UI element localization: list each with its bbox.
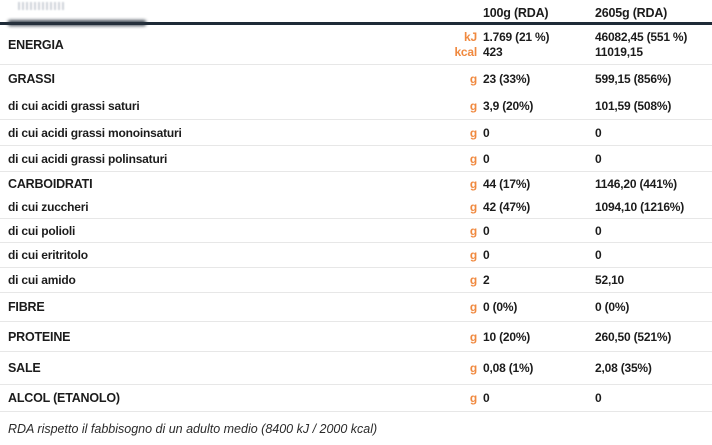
unit-label: g (469, 329, 477, 344)
nutrient-label: GRASSI (8, 71, 55, 86)
value-2605g: 0 (0%) (595, 300, 630, 314)
unit-label: g (469, 200, 477, 214)
value-2605g-kcal: 11019,15 (595, 44, 643, 59)
value-2605g: 0 (595, 223, 602, 238)
value-2605g: 52,10 (595, 273, 625, 287)
nutrient-label: di cui eritritolo (8, 248, 88, 262)
header-rule (0, 20, 712, 26)
table-row: di cui zuccheri g 42 (47%) 1094,10 (1216… (0, 196, 712, 219)
value-100g: 2 (483, 273, 490, 287)
nutrient-label: SALE (8, 361, 41, 375)
table-row: di cui acidi grassi saturi g 3,9 (20%) 1… (0, 92, 712, 120)
unit-label-kcal: kcal (454, 44, 477, 59)
nutrient-label: di cui zuccheri (8, 200, 89, 214)
column-header-2605g: 2605g (RDA) (595, 6, 668, 20)
unit-label: g (469, 177, 477, 191)
value-2605g: 0 (595, 391, 602, 405)
value-2605g: 599,15 (856%) (595, 71, 672, 86)
value-2605g: 101,59 (508%) (595, 98, 672, 113)
column-header-100g: 100g (RDA) (483, 6, 549, 20)
value-100g: 0 (483, 391, 490, 405)
nutrient-label: ENERGIA (8, 37, 64, 52)
unit-label-kj: kJ (464, 29, 477, 44)
column-header-row: 100g (RDA) 2605g (RDA) (0, 0, 712, 22)
value-100g: 0,08 (1%) (483, 361, 534, 375)
nutrient-label: PROTEINE (8, 329, 71, 344)
unit-label: g (469, 151, 477, 166)
cropped-text-artifact (18, 2, 64, 10)
value-2605g: 0 (595, 248, 602, 262)
table-row-energy: ENERGIA kJ kcal 1.769 (21 %) 423 46082,4… (0, 25, 712, 65)
table-row: di cui eritritolo g 0 0 (0, 243, 712, 268)
table-row: di cui acidi grassi polinsaturi g 0 0 (0, 146, 712, 172)
value-100g: 3,9 (20%) (483, 98, 534, 113)
value-2605g: 2,08 (35%) (595, 361, 652, 375)
table-row: ALCOL (ETANOLO) g 0 0 (0, 385, 712, 412)
blurred-label-artifact (8, 20, 146, 26)
unit-labels: kJ kcal (440, 30, 477, 60)
unit-label: g (469, 125, 477, 140)
value-100g: 23 (33%) (483, 71, 531, 86)
value-100g: 0 (483, 125, 490, 140)
nutrient-label: ALCOL (ETANOLO) (8, 391, 120, 405)
unit-label: g (469, 361, 477, 375)
value-2605g: 1146,20 (441%) (595, 177, 677, 191)
unit-label: g (469, 223, 477, 238)
value-2605g: 0 (595, 151, 602, 166)
nutrient-label: di cui amido (8, 273, 76, 287)
table-row: di cui amido g 2 52,10 (0, 268, 712, 293)
value-100g: 0 (483, 248, 490, 262)
rda-footnote: RDA rispetto il fabbisogno di un adulto … (8, 422, 378, 436)
table-row: di cui polioli g 0 0 (0, 219, 712, 243)
value-100g: 0 (483, 223, 490, 238)
value-2605g: 46082,45 (551 %) 11019,15 (595, 30, 712, 60)
table-row: FIBRE g 0 (0%) 0 (0%) (0, 293, 712, 322)
value-2605g: 0 (595, 125, 602, 140)
table-header-strip: 100g (RDA) 2605g (RDA) (0, 0, 712, 22)
table-row: PROTEINE g 10 (20%) 260,50 (521%) (0, 322, 712, 352)
value-100g-kj: 1.769 (21 %) (483, 29, 550, 44)
unit-label: g (469, 248, 477, 262)
unit-label: g (469, 98, 477, 113)
table-body: ENERGIA kJ kcal 1.769 (21 %) 423 46082,4… (0, 25, 712, 412)
value-2605g-kj: 46082,45 (551 %) (595, 29, 688, 44)
unit-label: g (469, 71, 477, 86)
nutrient-label: CARBOIDRATI (8, 177, 93, 191)
table-row: CARBOIDRATI g 44 (17%) 1146,20 (441%) (0, 172, 712, 196)
table-row: di cui acidi grassi monoinsaturi g 0 0 (0, 120, 712, 146)
nutrient-label: di cui acidi grassi polinsaturi (8, 151, 168, 166)
nutrient-label: di cui acidi grassi saturi (8, 98, 140, 113)
nutrient-label: di cui polioli (8, 223, 76, 238)
value-100g: 0 (0%) (483, 300, 518, 314)
unit-label: g (469, 391, 477, 405)
nutrient-label: FIBRE (8, 300, 45, 314)
table-row: SALE g 0,08 (1%) 2,08 (35%) (0, 352, 712, 385)
value-100g: 44 (17%) (483, 177, 531, 191)
unit-label: g (469, 273, 477, 287)
value-2605g: 1094,10 (1216%) (595, 200, 685, 214)
value-100g: 1.769 (21 %) 423 (477, 30, 595, 60)
value-100g: 42 (47%) (483, 200, 531, 214)
unit-label: g (469, 300, 477, 314)
value-100g-kcal: 423 (483, 44, 503, 59)
table-row: GRASSI g 23 (33%) 599,15 (856%) (0, 65, 712, 92)
value-100g: 0 (483, 151, 490, 166)
nutrient-label: di cui acidi grassi monoinsaturi (8, 125, 182, 140)
value-2605g: 260,50 (521%) (595, 329, 672, 344)
value-100g: 10 (20%) (483, 329, 531, 344)
